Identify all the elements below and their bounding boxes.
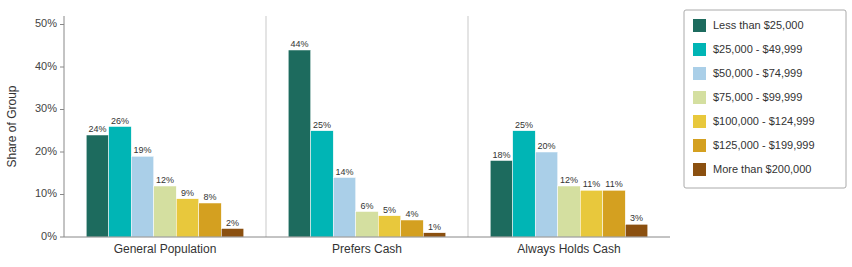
- data-label: 24%: [88, 124, 106, 134]
- legend-swatch: [693, 115, 706, 128]
- bar: [176, 199, 199, 237]
- bar: [603, 190, 626, 237]
- data-label: 14%: [335, 167, 353, 177]
- y-tick-label: 20%: [35, 145, 57, 157]
- data-label: 3%: [630, 213, 643, 223]
- y-tick-label: 30%: [35, 102, 57, 114]
- data-label: 20%: [537, 141, 555, 151]
- legend-swatch: [693, 19, 706, 32]
- y-axis-line: [64, 16, 65, 237]
- bar-series: [109, 127, 536, 238]
- bar: [625, 224, 648, 237]
- data-label: 25%: [313, 120, 331, 130]
- bar-series: [131, 152, 558, 237]
- data-labels: 24% 44% 18% 26% 25% 25% 19% 14% 20% 12% 6% 12% 9% 5% 1…: [88, 39, 643, 232]
- bar-series: [154, 186, 581, 237]
- y-tick: [60, 194, 64, 195]
- data-label: 25%: [515, 120, 533, 130]
- chart: 0% 10% 20% 30% 40% 50% Share of Group 24% 44% 18%…: [0, 0, 852, 267]
- group-dividers: [266, 16, 468, 237]
- data-label: 11%: [583, 179, 600, 189]
- bar: [288, 50, 311, 237]
- bar: [423, 233, 446, 237]
- data-label: 5%: [383, 205, 396, 215]
- legend-box: [684, 10, 846, 188]
- y-tick-label: 50%: [35, 17, 57, 29]
- bar: [378, 216, 401, 237]
- y-axis-label: Share of Group: [5, 85, 19, 167]
- bar: [131, 156, 154, 237]
- legend-swatch: [693, 163, 706, 176]
- data-label: 12%: [156, 175, 174, 185]
- bar-series: [176, 190, 603, 237]
- legend-label: $25,000 - $49,999: [713, 43, 802, 55]
- bar: [356, 212, 379, 238]
- bar-series: [86, 50, 513, 237]
- x-tick-label: Prefers Cash: [332, 242, 402, 256]
- data-label: 8%: [204, 192, 217, 202]
- bar: [513, 131, 536, 237]
- bar: [221, 229, 244, 238]
- legend-label: $125,000 - $199,999: [713, 139, 815, 151]
- legend-label: $100,000 - $124,999: [713, 115, 815, 127]
- y-tick: [60, 24, 64, 25]
- legend-label: $75,000 - $99,999: [713, 91, 802, 103]
- y-axis: 0% 10% 20% 30% 40% 50% Share of Group: [5, 16, 64, 242]
- bar: [401, 220, 424, 237]
- bar: [199, 203, 222, 237]
- bar: [558, 186, 581, 237]
- data-label: 9%: [181, 188, 194, 198]
- data-label: 12%: [560, 175, 578, 185]
- bar: [109, 127, 132, 238]
- legend-label: $50,000 - $74,999: [713, 67, 802, 79]
- data-label: 2%: [226, 218, 239, 228]
- bar-series: [199, 190, 626, 237]
- data-label: 18%: [492, 150, 510, 160]
- y-tick: [60, 237, 64, 238]
- x-tick-label: Always Holds Cash: [517, 242, 620, 256]
- y-tick-label: 10%: [35, 187, 57, 199]
- y-tick: [60, 152, 64, 153]
- bar: [154, 186, 177, 237]
- legend-swatch: [693, 67, 706, 80]
- data-label: 19%: [133, 145, 151, 155]
- y-tick-label: 40%: [35, 60, 57, 72]
- data-label: 44%: [290, 39, 308, 49]
- legend-label: Less than $25,000: [713, 19, 804, 31]
- group-divider: [266, 16, 267, 237]
- bar: [490, 161, 513, 238]
- bar: [333, 178, 356, 238]
- legend-swatch: [693, 139, 706, 152]
- data-label: 1%: [428, 222, 441, 232]
- data-label: 26%: [111, 116, 129, 126]
- bar: [86, 135, 109, 237]
- bars: [86, 50, 648, 237]
- legend-swatch: [693, 43, 706, 56]
- group-divider: [468, 16, 469, 237]
- x-tick-label: General Population: [114, 242, 217, 256]
- data-label: 11%: [605, 179, 622, 189]
- y-tick-label: 0%: [41, 230, 57, 242]
- bar: [311, 131, 334, 237]
- x-axis-line: [64, 237, 670, 238]
- bar: [535, 152, 558, 237]
- y-tick: [60, 109, 64, 110]
- bar: [580, 190, 603, 237]
- legend-label: More than $200,000: [713, 163, 811, 175]
- data-label: 6%: [360, 201, 373, 211]
- legend: Less than $25,000 $25,000 - $49,999 $50,00…: [684, 10, 846, 188]
- x-axis: General Population Prefers Cash Always Hol…: [64, 237, 670, 256]
- data-label: 4%: [406, 209, 419, 219]
- y-tick: [60, 67, 64, 68]
- legend-swatch: [693, 91, 706, 104]
